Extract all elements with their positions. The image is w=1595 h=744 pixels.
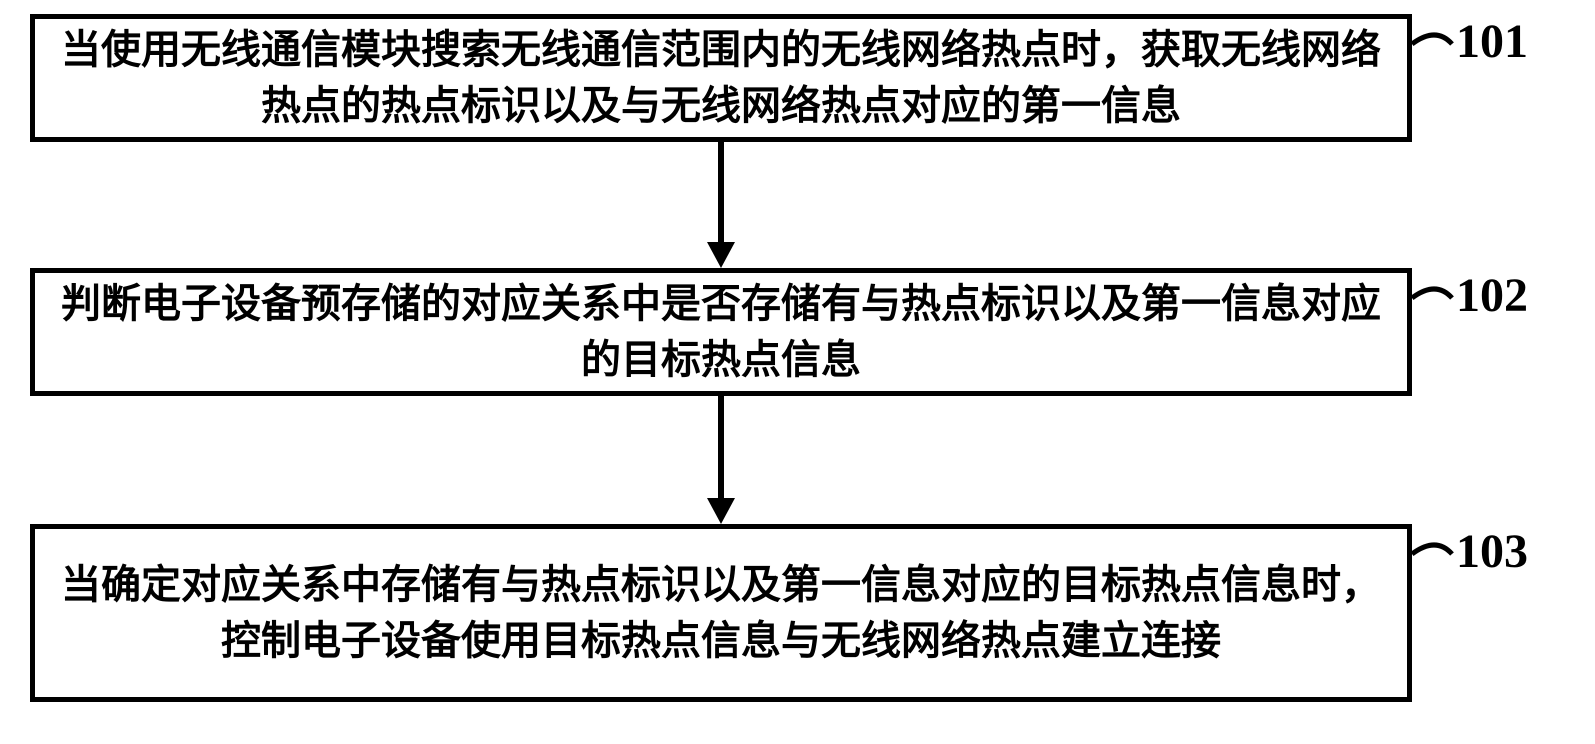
flowchart-node-1: 当使用无线通信模块搜索无线通信范围内的无线网络热点时，获取无线网络热点的热点标识… xyxy=(30,14,1412,142)
flowchart-canvas: 当使用无线通信模块搜索无线通信范围内的无线网络热点时，获取无线网络热点的热点标识… xyxy=(0,0,1595,744)
flowchart-node-text: 当确定对应关系中存储有与热点标识以及第一信息对应的目标热点信息时，控制电子设备使… xyxy=(55,557,1387,669)
flowchart-arrow-1 xyxy=(718,142,724,242)
flowchart-arrow-2 xyxy=(718,396,724,498)
arrow-down-icon xyxy=(707,242,735,268)
flowchart-node-label-2: 102 xyxy=(1456,268,1528,323)
label-connector xyxy=(1412,278,1462,318)
flowchart-node-3: 当确定对应关系中存储有与热点标识以及第一信息对应的目标热点信息时，控制电子设备使… xyxy=(30,524,1412,702)
arrow-down-icon xyxy=(707,498,735,524)
label-connector xyxy=(1412,534,1462,574)
flowchart-node-text: 当使用无线通信模块搜索无线通信范围内的无线网络热点时，获取无线网络热点的热点标识… xyxy=(55,22,1387,134)
flowchart-node-label-3: 103 xyxy=(1456,524,1528,579)
label-connector xyxy=(1412,24,1462,64)
flowchart-node-2: 判断电子设备预存储的对应关系中是否存储有与热点标识以及第一信息对应的目标热点信息 xyxy=(30,268,1412,396)
flowchart-node-text: 判断电子设备预存储的对应关系中是否存储有与热点标识以及第一信息对应的目标热点信息 xyxy=(55,276,1387,388)
flowchart-node-label-1: 101 xyxy=(1456,14,1528,69)
